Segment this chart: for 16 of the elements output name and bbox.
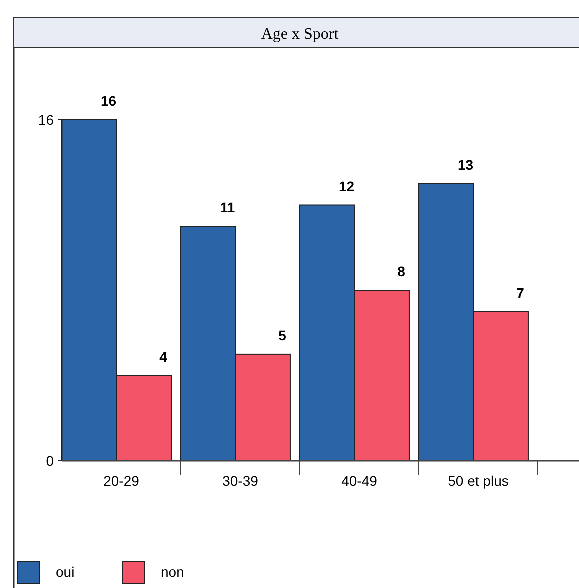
y-tick-label: 0 [46, 452, 54, 469]
x-tick-label: 20-29 [104, 473, 140, 489]
data-label: 12 [338, 178, 355, 194]
data-label: 11 [220, 200, 236, 216]
chart-title: Age x Sport [261, 26, 340, 43]
legend-label: oui [56, 564, 75, 580]
data-label: 5 [278, 327, 287, 344]
data-label: 4 [160, 348, 168, 365]
data-label: 8 [398, 264, 406, 280]
x-tick-label: 40-49 [342, 473, 378, 489]
data-label: 13 [458, 156, 474, 173]
legend-label: non [161, 564, 184, 580]
x-tick-label: 50 et plus [448, 473, 509, 489]
x-tick-label: 30-39 [222, 473, 259, 489]
data-label: 7 [516, 284, 525, 301]
data-label: 16 [100, 93, 117, 109]
